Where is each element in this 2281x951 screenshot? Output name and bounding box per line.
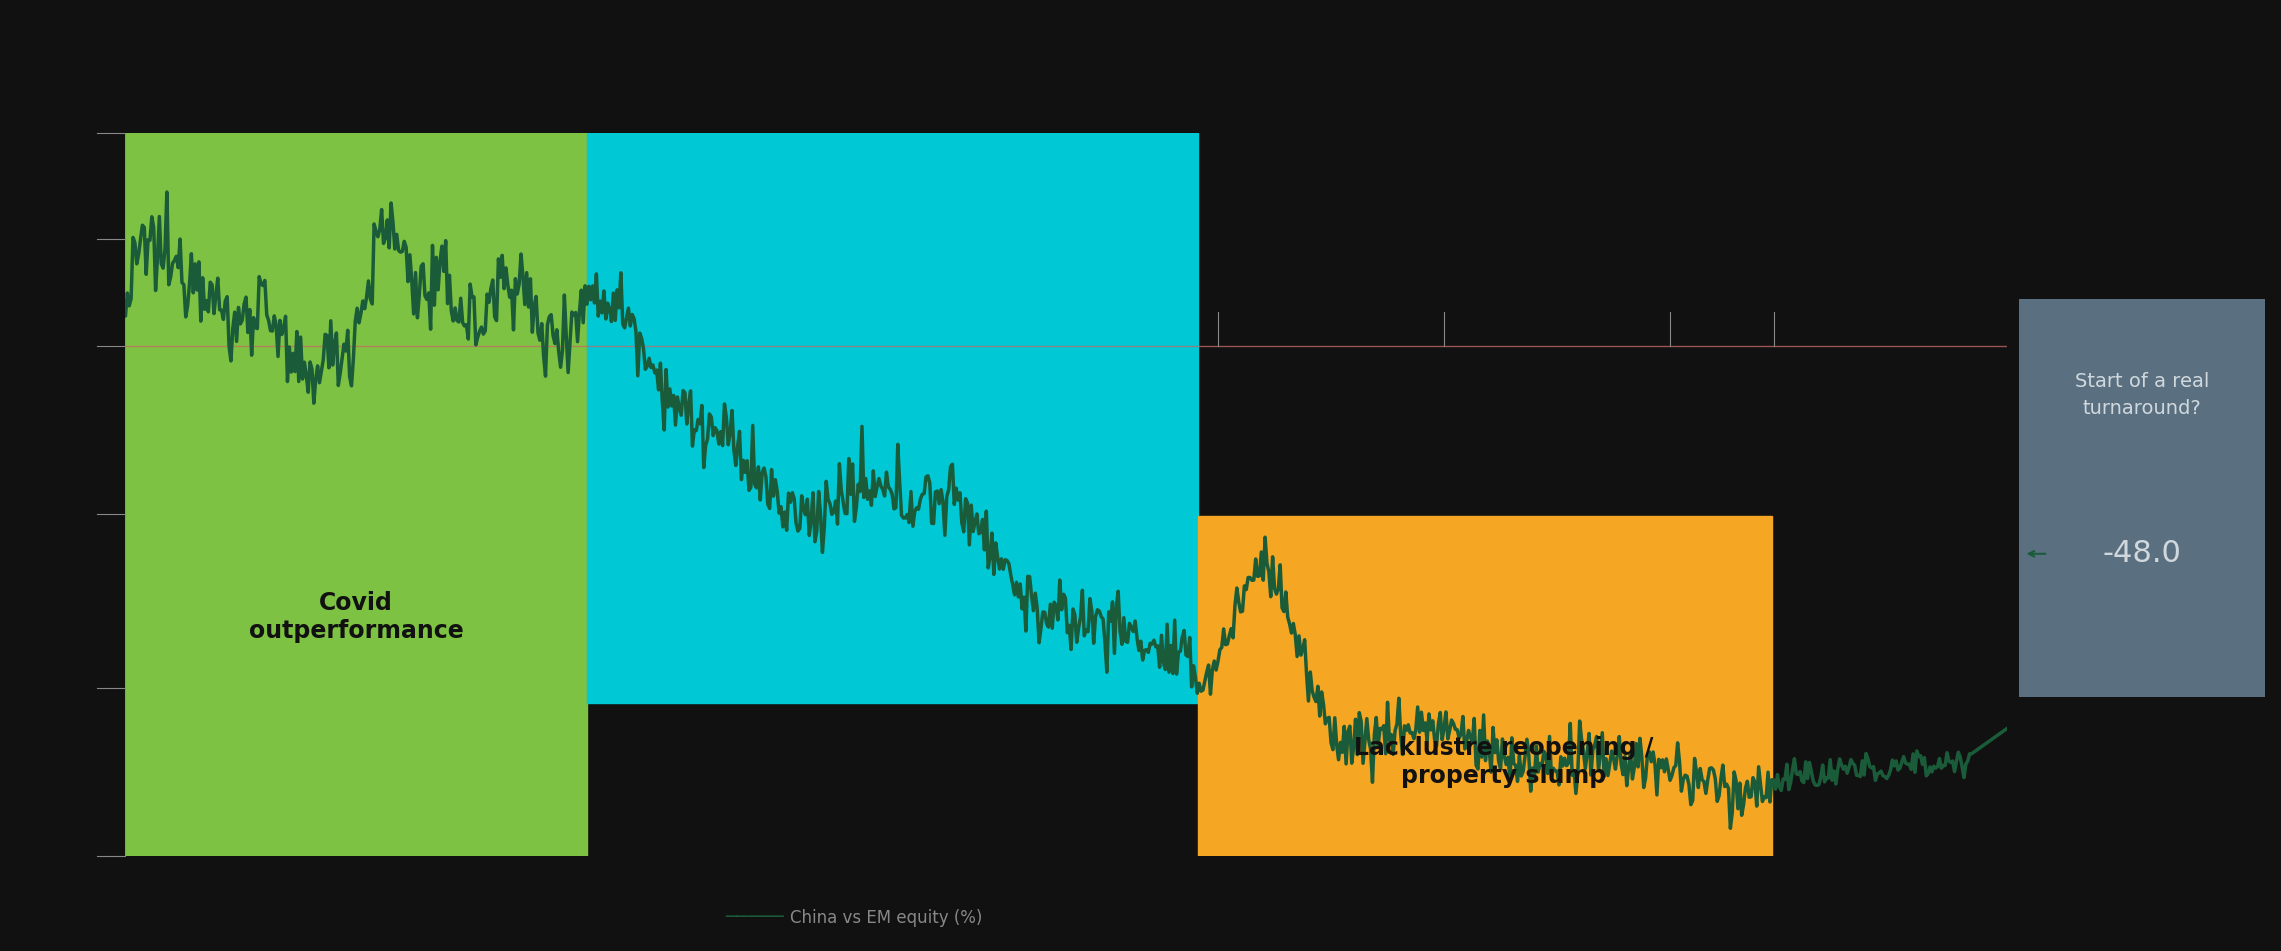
Text: China vs EM equity (%): China vs EM equity (%) — [789, 909, 983, 926]
Text: Start of a real
turnaround?: Start of a real turnaround? — [2076, 372, 2208, 417]
Text: Covid underperformance: Covid underperformance — [689, 714, 1020, 738]
Text: Covid
outperformance: Covid outperformance — [249, 592, 463, 643]
Text: ─────: ───── — [725, 908, 785, 927]
Bar — [1198, 515, 1772, 856]
Bar — [125, 133, 586, 856]
Text: -48.0: -48.0 — [2103, 539, 2181, 569]
Bar — [586, 133, 1198, 703]
Text: Lacklustre reopening /
property slump: Lacklustre reopening / property slump — [1355, 736, 1654, 787]
